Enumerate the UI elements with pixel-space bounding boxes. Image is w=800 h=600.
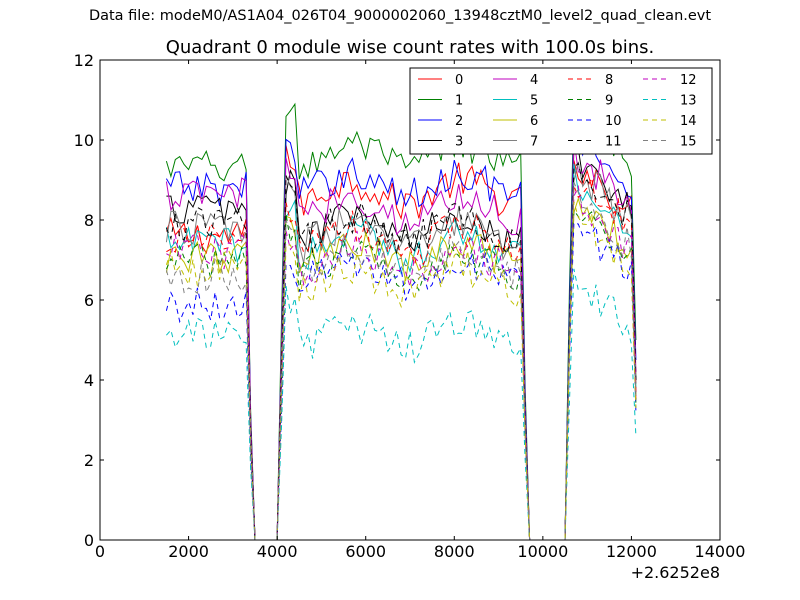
legend-label-10: 10	[605, 114, 622, 129]
legend-label-11: 11	[605, 135, 622, 150]
legend-label-12: 12	[680, 73, 697, 88]
legend-label-6: 6	[530, 114, 538, 129]
series-lines	[165, 102, 637, 541]
x-tick-label: 0	[95, 542, 105, 561]
legend-label-7: 7	[530, 135, 538, 150]
x-tick-label: 14000	[695, 542, 746, 561]
legend-label-13: 13	[680, 94, 697, 109]
legend-label-8: 8	[605, 73, 613, 88]
x-offset-label: +2.6252e8	[631, 563, 720, 582]
series-line-2	[165, 124, 637, 541]
y-tick-label: 6	[84, 291, 94, 310]
y-tick-label: 8	[84, 211, 94, 230]
y-tick-label: 10	[74, 131, 94, 150]
legend-label-2: 2	[455, 114, 463, 129]
series-line-5	[165, 163, 637, 541]
legend-label-14: 14	[680, 114, 697, 129]
legend-label-0: 0	[455, 73, 463, 88]
y-tick-label: 4	[84, 371, 94, 390]
x-tick-label: 10000	[517, 542, 568, 561]
series-line-1	[165, 102, 637, 541]
x-tick-label: 2000	[168, 542, 209, 561]
legend-label-15: 15	[680, 135, 697, 150]
legend-label-3: 3	[455, 135, 463, 150]
legend-label-1: 1	[455, 94, 463, 109]
series-line-14	[165, 201, 637, 541]
chart-title: Quadrant 0 module wise count rates with …	[166, 37, 655, 58]
series-line-4	[165, 139, 637, 541]
x-tick-label: 8000	[434, 542, 475, 561]
y-tick-label: 12	[74, 51, 94, 70]
x-tick-label: 4000	[257, 542, 298, 561]
series-line-10	[165, 222, 637, 541]
legend-label-5: 5	[530, 94, 538, 109]
figure-supertitle: Data file: modeM0/AS1A04_026T04_90000020…	[88, 8, 712, 24]
legend-label-4: 4	[530, 73, 538, 88]
series-line-12	[166, 184, 637, 541]
axis-ticks: 0 2000 4000 6000 8000 10000 12000 1400002468101…	[74, 51, 746, 561]
legend-label-9: 9	[605, 94, 613, 109]
y-tick-label: 2	[84, 451, 94, 470]
x-tick-label: 12000	[606, 542, 657, 561]
series-line-11	[165, 162, 637, 541]
series-line-8	[166, 176, 637, 541]
legend-box	[409, 67, 713, 155]
y-tick-label: 0	[84, 531, 94, 550]
x-tick-label: 6000	[345, 542, 386, 561]
